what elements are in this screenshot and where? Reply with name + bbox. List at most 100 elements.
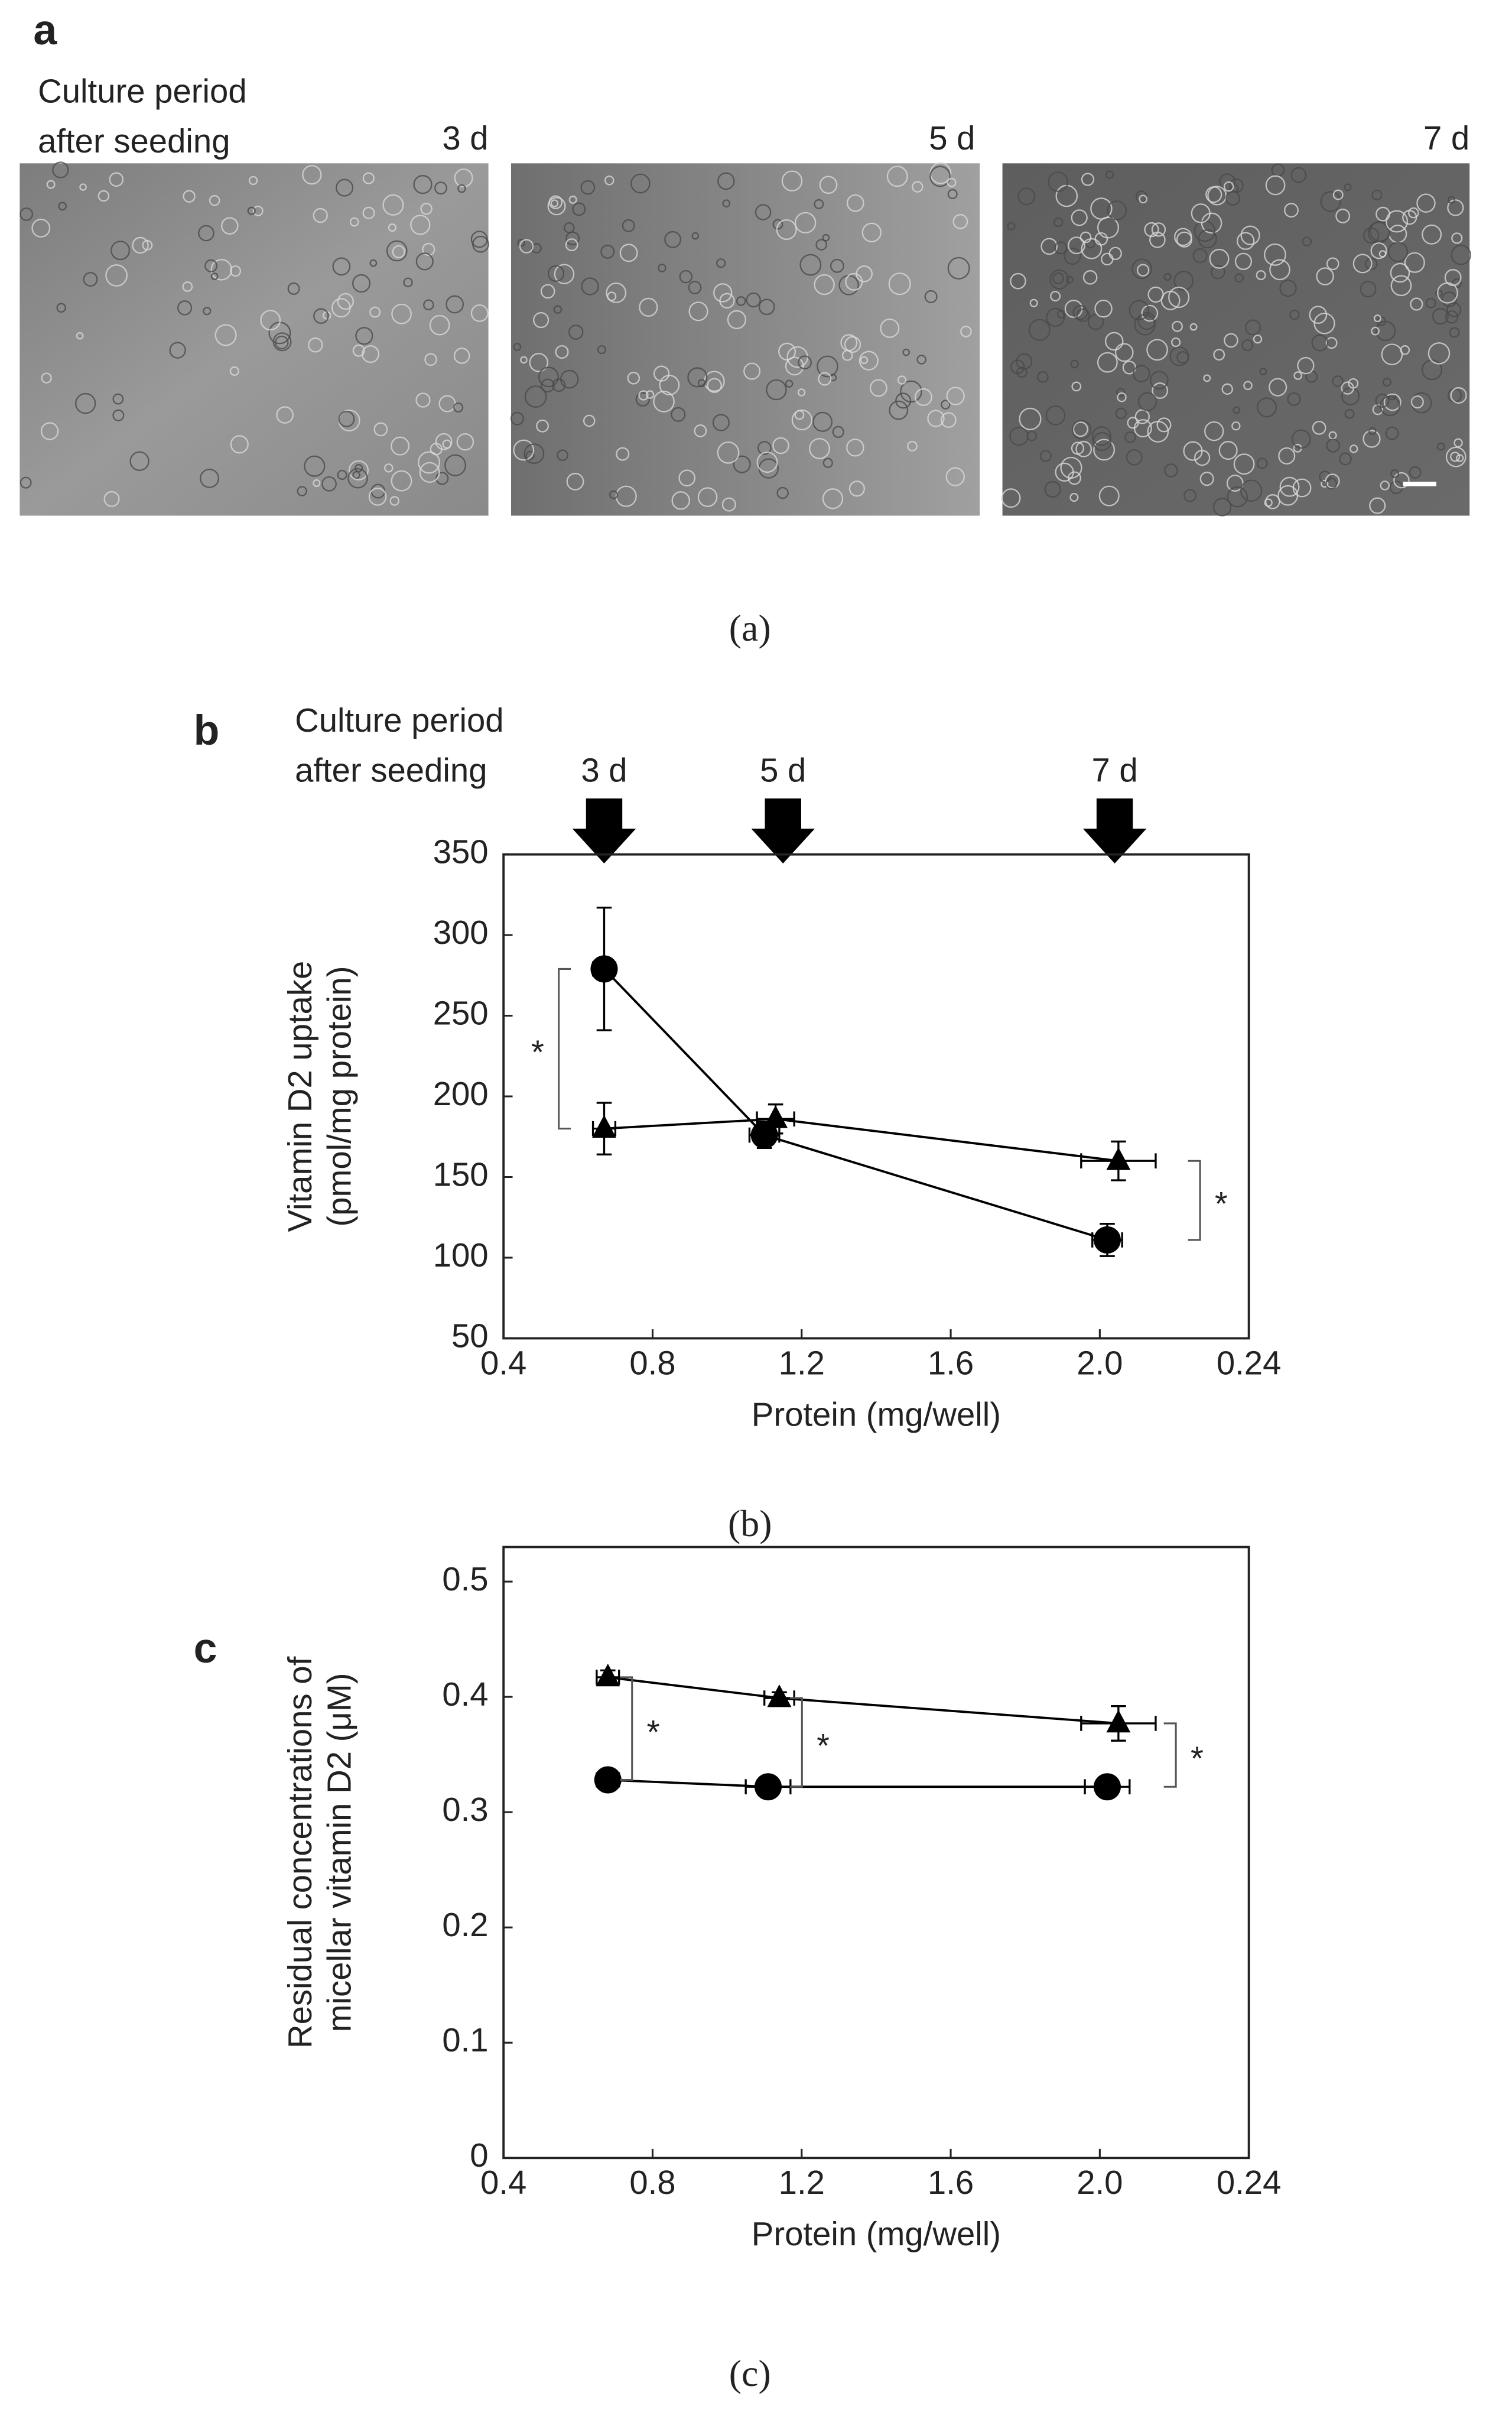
cell [794, 212, 817, 234]
marker [750, 1121, 778, 1149]
x-tick-label: 1.6 [928, 1344, 974, 1381]
cell [332, 257, 351, 276]
cell [456, 433, 474, 451]
cell [110, 241, 131, 261]
cell [1114, 343, 1134, 362]
panel-title: Culture period [38, 73, 247, 110]
cell [713, 283, 733, 303]
cell [1076, 309, 1090, 323]
cell [1441, 291, 1458, 307]
cell [1289, 309, 1300, 320]
cell [653, 365, 670, 382]
cell [132, 236, 149, 254]
cell [947, 257, 970, 280]
cell [1244, 319, 1261, 336]
cell [1127, 417, 1139, 429]
cell [1320, 191, 1341, 212]
cell [1446, 302, 1462, 317]
marker [763, 1105, 788, 1128]
arrow-label: 3 d [581, 751, 627, 788]
cell [1090, 197, 1113, 220]
cell [336, 178, 354, 197]
cell [785, 356, 804, 376]
cell [550, 199, 559, 207]
cell [1223, 181, 1234, 192]
cell [525, 450, 535, 460]
cell [1194, 450, 1211, 466]
x-tick-label: 0.24 [1217, 1344, 1282, 1381]
significance-bracket [620, 1676, 633, 1781]
cell [415, 252, 434, 271]
cell [76, 332, 84, 340]
cell [1371, 326, 1380, 336]
cell [1207, 186, 1227, 206]
cell [338, 411, 355, 427]
cell [727, 310, 747, 330]
cell [781, 170, 803, 191]
cell [1147, 421, 1169, 443]
cell [454, 168, 473, 188]
cell [1203, 374, 1211, 382]
y-tick-label: 300 [433, 914, 489, 951]
y-tick-label: 150 [433, 1155, 489, 1193]
cell [1279, 279, 1297, 297]
cell [1227, 486, 1248, 508]
cell [1097, 216, 1119, 239]
cell [572, 202, 586, 216]
cell [566, 472, 584, 491]
significance-bracket [558, 968, 571, 1130]
arrow-label: 7 d [1091, 751, 1137, 788]
cell [912, 181, 924, 193]
cell [83, 272, 98, 287]
cell [1240, 225, 1260, 245]
cell [1369, 497, 1386, 514]
cell [859, 350, 879, 371]
cell [1454, 438, 1463, 447]
y-tick-label: 250 [433, 994, 489, 1031]
cell [1256, 457, 1268, 469]
marker [767, 1684, 792, 1707]
cell [1055, 462, 1074, 482]
cell [1151, 222, 1166, 237]
cell [355, 327, 373, 345]
marker [1106, 1709, 1131, 1733]
cell [941, 412, 957, 428]
cell [1449, 327, 1460, 338]
significance-bracket [1163, 1722, 1177, 1788]
cell [1133, 365, 1150, 382]
cell [1451, 244, 1471, 265]
cell [664, 230, 682, 248]
y-axis-label: Vitamin D2 uptake [281, 961, 318, 1232]
cell [772, 219, 783, 230]
cell [902, 348, 911, 356]
cell [1425, 297, 1436, 309]
cell [1172, 320, 1183, 332]
cell [722, 199, 731, 208]
cell [1350, 444, 1358, 453]
cell [947, 177, 957, 187]
micrograph [1002, 163, 1470, 516]
cell [1325, 473, 1340, 489]
cell [200, 468, 220, 488]
cell [1218, 441, 1238, 460]
cell [513, 439, 535, 461]
cell [177, 300, 193, 316]
cell [221, 217, 239, 235]
cell [524, 385, 547, 408]
micrographs [19, 161, 1471, 517]
cell [19, 207, 34, 221]
cell [1445, 310, 1459, 324]
cell [697, 487, 718, 507]
cell [1225, 191, 1240, 206]
cell [1363, 430, 1381, 448]
cell [1339, 452, 1352, 466]
cell [1259, 368, 1267, 376]
cell [861, 222, 882, 243]
cell [1056, 310, 1066, 319]
cell [1069, 493, 1079, 502]
panel-title: after seeding [38, 122, 230, 160]
cell [799, 254, 822, 276]
cell [368, 488, 387, 506]
cell [1147, 286, 1164, 303]
